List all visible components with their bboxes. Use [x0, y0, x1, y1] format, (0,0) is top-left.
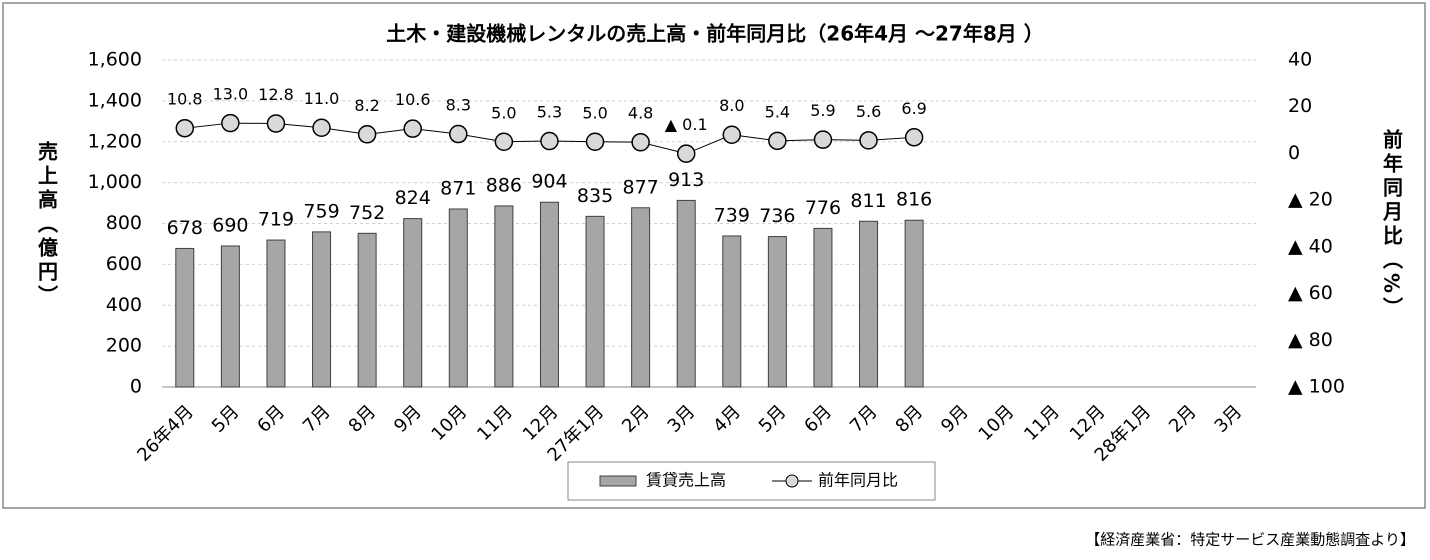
bar-value-label: 690: [212, 214, 248, 236]
line-value-label: 12.8: [258, 85, 294, 104]
line-value-label: 5.6: [856, 102, 881, 121]
line-marker: [904, 128, 924, 147]
line-marker: [175, 118, 195, 138]
legend-swatch: [599, 475, 637, 487]
line-value-label: 4.8: [628, 104, 653, 123]
line-marker: [266, 114, 286, 133]
y-tick-label: 1,400: [88, 89, 142, 111]
line-marker: [312, 118, 331, 137]
line-marker: [221, 113, 240, 133]
bar: [220, 245, 240, 388]
bar-value-label: 759: [303, 200, 339, 222]
y2-tick-label: ▲ 40: [1288, 235, 1333, 257]
bar: [585, 215, 605, 388]
line-marker: [540, 131, 559, 151]
y2-tick-label: 40: [1288, 49, 1312, 71]
bar-value-label: 752: [349, 202, 385, 224]
line-marker: [631, 132, 650, 152]
y-axis-title: 売上高（億円）: [35, 141, 59, 309]
bar-value-label: 835: [577, 185, 613, 207]
line-value-label: 10.6: [395, 90, 431, 109]
line-value-label: 8.2: [354, 96, 379, 115]
bar: [813, 227, 833, 388]
y-tick-label: 800: [106, 212, 142, 234]
line-value-label: 5.0: [582, 103, 607, 122]
bar: [448, 208, 468, 388]
legend-label: 前年同月比: [818, 471, 898, 490]
y-tick-label: 1,200: [88, 130, 142, 152]
bar-value-label: 736: [759, 205, 795, 227]
line-marker: [859, 131, 878, 150]
bar-value-label: 776: [805, 197, 841, 219]
chart-title: 土木・建設機械レンタルの売上高・前年同月比（26年4月 ～27年8月 ）: [386, 22, 1043, 46]
bar: [266, 239, 286, 388]
bar-value-label: 739: [714, 204, 750, 226]
bar: [904, 219, 924, 388]
bar: [312, 231, 332, 388]
bar: [631, 207, 651, 388]
bar-value-label: 913: [668, 169, 704, 191]
bar: [676, 199, 696, 388]
bar-value-label: 816: [896, 189, 932, 211]
bar-value-label: 811: [850, 190, 886, 212]
line-marker: [494, 132, 514, 151]
bar: [494, 205, 514, 388]
y-tick-label: 600: [106, 253, 142, 275]
line-value-label: 6.9: [901, 99, 926, 118]
y-tick-label: 1,600: [88, 49, 142, 71]
bar-value-label: 886: [486, 174, 522, 196]
line-value-label: 13.0: [213, 85, 249, 104]
legend-swatch: [785, 474, 799, 488]
bar-value-label: 678: [167, 217, 203, 239]
line-value-label: 8.3: [446, 96, 471, 115]
bar-value-label: 871: [440, 177, 476, 199]
bar: [859, 220, 879, 388]
bar-value-label: 904: [531, 171, 567, 193]
bar: [403, 218, 423, 388]
y2-tick-label: ▲ 60: [1288, 282, 1333, 304]
line-value-label: 5.3: [537, 103, 562, 122]
y2-tick-label: 0: [1288, 142, 1300, 164]
line-marker: [768, 131, 787, 151]
bar-value-label: 877: [622, 176, 658, 198]
y2-axis-title: 前年同月比（%）: [1380, 128, 1404, 321]
y-tick-label: 200: [106, 335, 142, 357]
y2-tick-label: ▲ 20: [1288, 189, 1333, 211]
line-marker: [676, 144, 696, 163]
legend-label: 賃貸売上高: [646, 471, 726, 490]
line-value-label: 5.4: [765, 102, 790, 121]
line-marker: [449, 124, 468, 144]
y2-tick-label: ▲ 80: [1288, 329, 1333, 351]
line-value-label: 10.8: [167, 90, 203, 109]
line-value-label: 5.0: [491, 103, 516, 122]
line-marker: [403, 119, 422, 138]
line-value-label: 5.9: [810, 101, 835, 120]
line-marker: [357, 125, 377, 144]
y-tick-label: 0: [130, 376, 142, 398]
chart-frame: [2, 2, 1426, 509]
bar-value-label: 824: [395, 187, 431, 209]
bar: [175, 247, 195, 388]
y2-tick-label: 20: [1288, 95, 1312, 117]
y-tick-label: 1,000: [88, 171, 142, 193]
line-marker: [585, 132, 605, 151]
line-marker: [722, 125, 742, 144]
bar-value-label: 719: [258, 209, 294, 231]
bar: [357, 232, 377, 388]
source-note: 【経済産業省：特定サービス産業動態調査より】: [1085, 531, 1415, 549]
y2-tick-label: ▲ 100: [1288, 376, 1345, 398]
line-marker: [813, 130, 833, 149]
bar: [767, 236, 787, 388]
bar: [722, 235, 742, 388]
line-value-label: 8.0: [719, 96, 744, 115]
line-value-label: ▲ 0.1: [665, 115, 708, 134]
bar: [539, 201, 559, 388]
y-tick-label: 400: [106, 294, 142, 316]
line-value-label: 11.0: [304, 89, 340, 108]
